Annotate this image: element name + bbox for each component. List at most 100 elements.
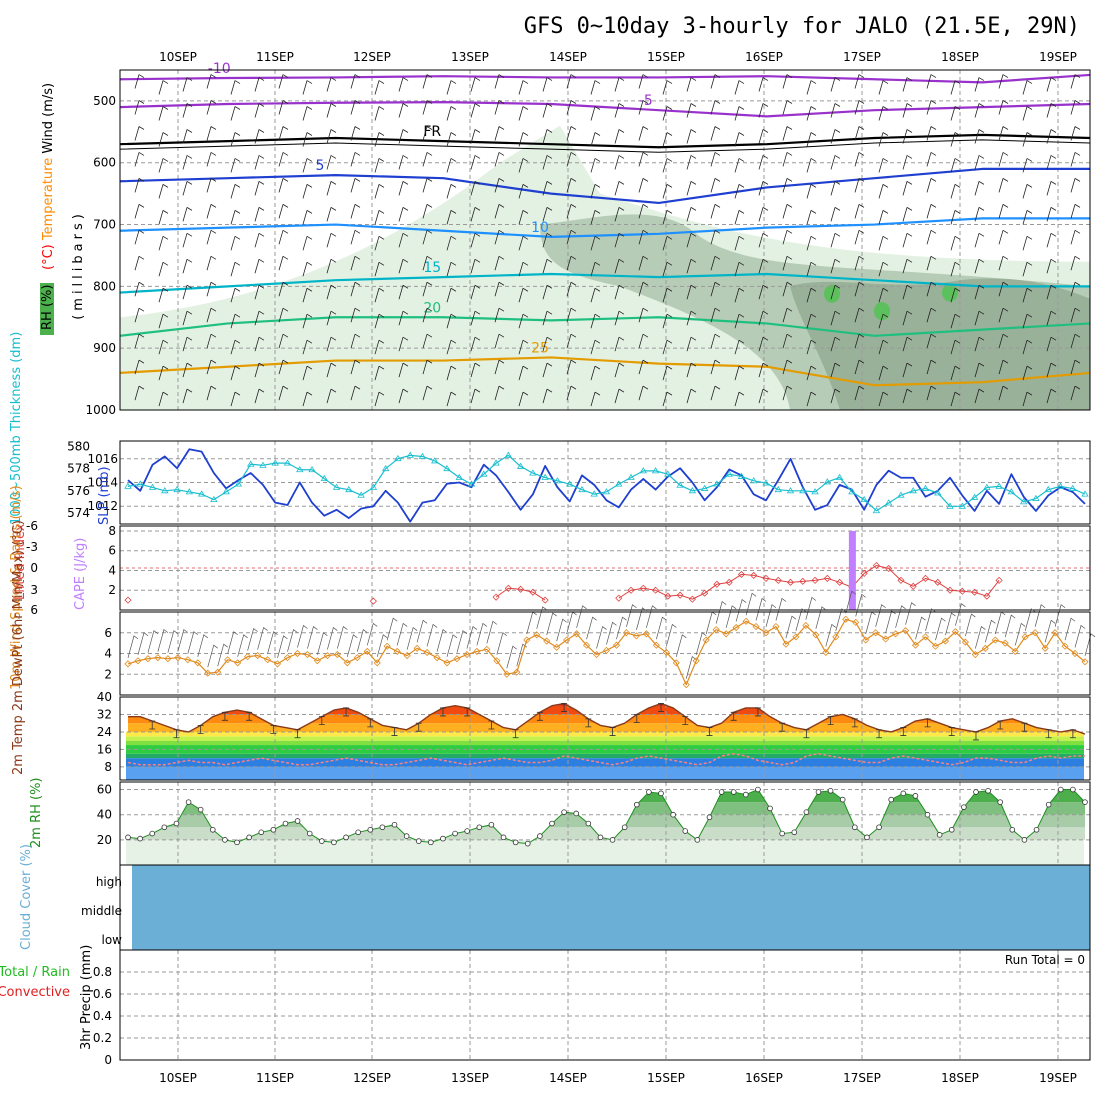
- wind-barb: [1074, 624, 1086, 648]
- wind-barb: [638, 359, 649, 375]
- thickness-marker: [664, 470, 672, 477]
- wind-barb: [158, 210, 169, 225]
- wind-barb: [470, 207, 481, 222]
- wind-barb: [782, 385, 793, 401]
- wind-barb: [254, 388, 265, 404]
- wind-barb: [446, 287, 457, 303]
- rh-marker: [1009, 826, 1016, 833]
- wind-speed-marker: [483, 645, 491, 653]
- thickness-marker: [369, 483, 378, 490]
- minmax-bar: [827, 716, 834, 726]
- wind-barb: [974, 181, 985, 196]
- wind-barb: [278, 281, 289, 297]
- rh-fill: [128, 789, 1085, 840]
- wind-barb: [926, 152, 937, 167]
- wind-barb: [638, 178, 649, 193]
- minmax-bar: [803, 729, 810, 739]
- wind-barb: [206, 178, 217, 193]
- wind-barb: [950, 132, 961, 147]
- wind-barb: [134, 229, 145, 245]
- wind-barb: [686, 362, 697, 378]
- wind-speed-marker: [174, 654, 182, 662]
- cape-bar: [848, 530, 856, 610]
- pressure-tick: 1000: [85, 403, 116, 417]
- wind-speed-marker: [254, 652, 262, 660]
- wind-barb: [984, 619, 996, 643]
- wind-barb: [590, 235, 601, 251]
- wind-barb: [302, 287, 313, 303]
- wind-speed-marker: [981, 644, 989, 652]
- thickness-marker: [332, 483, 341, 490]
- wind-barb: [1070, 307, 1081, 323]
- wind-barb: [158, 106, 169, 121]
- slp-line: [127, 448, 1086, 523]
- wind-barb: [878, 287, 889, 303]
- wind-barb: [302, 313, 313, 329]
- cape-label: CAPE (J/kg): [73, 538, 88, 610]
- minmax-bar: [343, 707, 350, 717]
- wind-barb: [134, 74, 145, 89]
- wind-barb: [638, 100, 649, 115]
- wind-barb: [1022, 339, 1033, 355]
- wind-barb: [758, 310, 769, 326]
- chart-title: GFS 0~10day 3-hourly for JALO (21.5E, 29…: [524, 14, 1080, 39]
- rh-marker: [331, 839, 337, 846]
- thickness-marker: [455, 473, 463, 480]
- wind-barb: [177, 629, 189, 652]
- wind-barb: [206, 204, 217, 219]
- wind-barb: [494, 385, 505, 401]
- wind-barb: [974, 258, 985, 274]
- wind-barb: [734, 184, 745, 199]
- wind-barb: [518, 210, 529, 225]
- wind-barb: [1054, 604, 1066, 627]
- lifted-index-marker: [921, 574, 930, 582]
- wind-barb: [656, 616, 667, 640]
- wind-barb: [398, 103, 409, 118]
- wind-barb: [278, 359, 289, 375]
- wind-barb: [542, 181, 553, 196]
- wind-barb: [326, 284, 337, 300]
- thickness-marker: [676, 481, 684, 488]
- thickness-marker: [296, 465, 304, 473]
- wind-speed-marker: [842, 615, 850, 623]
- wind-barb: [374, 106, 385, 121]
- wind-barb: [854, 178, 865, 193]
- wind-barb: [1046, 336, 1057, 352]
- wind-barb: [806, 184, 817, 199]
- wind-speed-line: [127, 618, 1086, 686]
- wind-barb: [422, 307, 433, 323]
- wind-barb: [734, 235, 745, 251]
- wind-barb: [662, 184, 673, 199]
- wind-barb: [686, 388, 697, 404]
- wind-barb: [998, 281, 1009, 297]
- wind-barb: [782, 359, 793, 375]
- rh-marker: [282, 820, 289, 827]
- rh2m-panel: 20 40 60 2m RH (%): [29, 777, 1091, 866]
- wind-barb: [542, 232, 553, 248]
- wind-barb: [518, 132, 529, 147]
- wind-barb: [1070, 204, 1081, 219]
- minmax-bar: [633, 714, 640, 723]
- wind-barb: [782, 281, 793, 297]
- wind-barb: [1022, 158, 1033, 173]
- minmax-bar: [270, 724, 277, 734]
- wind-barb: [950, 80, 961, 95]
- wind-speed-marker: [503, 670, 511, 678]
- wind-barb: [470, 284, 481, 300]
- thickness-marker: [762, 479, 770, 486]
- wind-barb: [470, 336, 481, 352]
- thickness-marker: [357, 491, 365, 498]
- wind-speed-marker: [712, 626, 720, 634]
- wind-barb: [614, 310, 625, 326]
- rh-marker: [779, 830, 785, 837]
- thickness-marker: [811, 488, 819, 495]
- rh-shade: [790, 278, 1090, 410]
- wind-barb: [398, 284, 409, 300]
- wind-barb: [614, 103, 625, 118]
- wind-barb: [254, 103, 265, 118]
- thickness-marker: [467, 480, 476, 487]
- lifted-index-marker: [504, 584, 512, 592]
- lifted-index-tick: 3: [30, 583, 38, 597]
- panel-frame: [119, 611, 1091, 696]
- wind-barb: [758, 232, 769, 248]
